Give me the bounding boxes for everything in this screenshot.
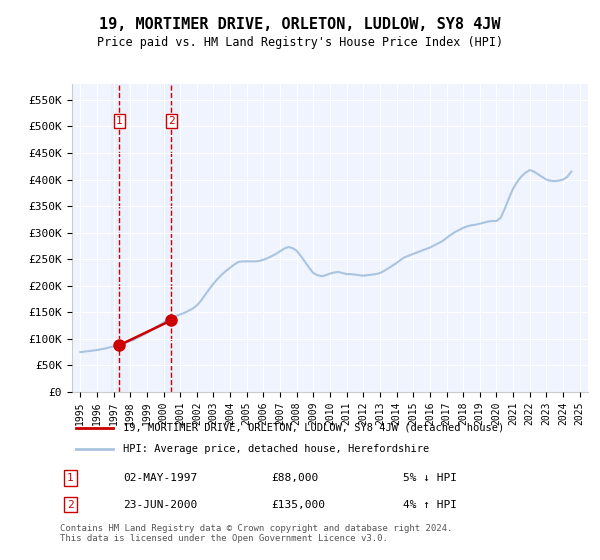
Bar: [111, 84, 127, 392]
Text: 1: 1: [116, 116, 122, 126]
Text: 5% ↓ HPI: 5% ↓ HPI: [403, 473, 457, 483]
Text: 2: 2: [168, 116, 175, 126]
Text: 02-MAY-1997: 02-MAY-1997: [124, 473, 197, 483]
Text: 19, MORTIMER DRIVE, ORLETON, LUDLOW, SY8 4JW (detached house): 19, MORTIMER DRIVE, ORLETON, LUDLOW, SY8…: [124, 423, 505, 433]
Bar: [163, 84, 179, 392]
Text: 1: 1: [67, 473, 74, 483]
Text: Price paid vs. HM Land Registry's House Price Index (HPI): Price paid vs. HM Land Registry's House …: [97, 36, 503, 49]
Text: 19, MORTIMER DRIVE, ORLETON, LUDLOW, SY8 4JW: 19, MORTIMER DRIVE, ORLETON, LUDLOW, SY8…: [99, 17, 501, 32]
Text: 2: 2: [67, 500, 74, 510]
Text: £135,000: £135,000: [271, 500, 325, 510]
Text: 23-JUN-2000: 23-JUN-2000: [124, 500, 197, 510]
Text: HPI: Average price, detached house, Herefordshire: HPI: Average price, detached house, Here…: [124, 444, 430, 454]
Text: £88,000: £88,000: [271, 473, 319, 483]
Text: 4% ↑ HPI: 4% ↑ HPI: [403, 500, 457, 510]
Text: Contains HM Land Registry data © Crown copyright and database right 2024.
This d: Contains HM Land Registry data © Crown c…: [60, 524, 452, 543]
